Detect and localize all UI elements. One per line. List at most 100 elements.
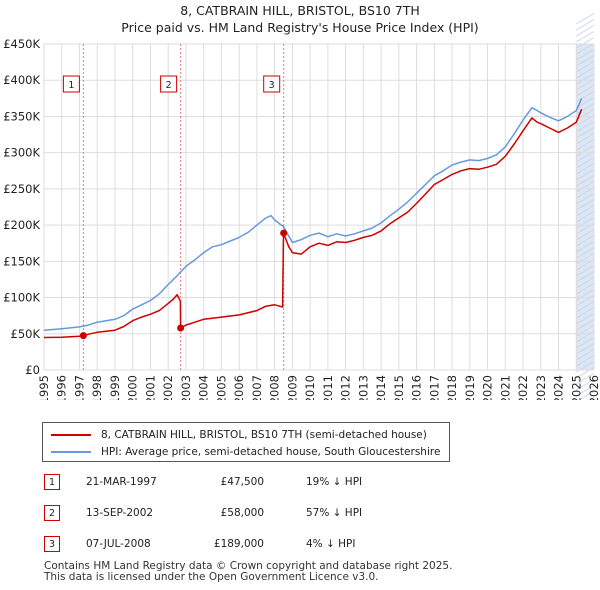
projection-band-hatch [576,139,595,151]
projection-band-hatch [576,103,595,115]
legend: 8, CATBRAIN HILL, BRISTOL, BS10 7TH (sem… [42,422,450,462]
x-tick-label: 2002 [161,375,175,400]
projection-band-hatch [576,385,595,397]
grid [43,43,595,371]
y-tick-label: £250K [3,182,40,196]
projection-band-hatch [576,343,595,355]
transaction-hpi: 19% ↓ HPI [306,476,363,488]
projection-band-hatch [576,121,595,133]
legend-item-property: 8, CATBRAIN HILL, BRISTOL, BS10 7TH (sem… [51,427,427,443]
projection-band-hatch [576,253,595,265]
x-tick-label: 2019 [463,375,477,400]
y-tick-label: £450K [3,37,40,51]
transaction-date: 21-MAR-1997 [86,476,157,488]
projection-band-hatch [578,391,595,400]
projection-band-hatch [576,133,595,145]
transaction-number: 1 [44,474,60,490]
price-chart: 1 2 3 £0 £50K £100K £150K £200K £250K £300K £350K… [3,13,600,400]
projection-band-hatch [576,157,595,169]
projection-band-hatch [576,355,595,367]
hpi-line [43,98,583,331]
x-tick-label: 2023 [534,375,548,400]
legend-label-hpi: HPI: Average price, semi-detached house,… [101,446,441,458]
y-tick-label: £0 [25,363,40,377]
projection-band [576,13,595,400]
x-tick-label: 1997 [72,375,86,400]
projection-band-hatch [576,277,595,289]
x-tick-label: 1995 [37,375,51,400]
sale-label-text: 3 [269,80,275,91]
transaction-row: 1 21-MAR-1997 £47,500 19% ↓ HPI [44,474,464,492]
y-tick-label: £350K [3,109,40,123]
projection-band-hatch [576,283,595,295]
projection-band-hatch [576,43,595,55]
transaction-hpi: 4% ↓ HPI [306,538,356,550]
y-tick-label: £50K [11,327,41,341]
projection-band-hatch [576,247,595,259]
projection-band-hatch [576,235,595,247]
projection-band-hatch [576,331,595,343]
projection-band-hatch [576,217,595,229]
projection-band-hatch [576,307,595,319]
x-tick-label: 1999 [108,375,122,400]
footer: Contains HM Land Registry data © Crown c… [44,561,452,583]
projection-band-hatch [576,199,595,211]
projection-band-hatch [576,271,595,283]
y-tick-label: £100K [3,291,40,305]
projection-band-hatch [576,79,595,91]
transaction-row: 2 13-SEP-2002 £58,000 57% ↓ HPI [44,505,464,523]
x-tick-label: 2010 [303,375,317,400]
x-tick-label: 2022 [516,375,530,400]
x-tick-label: 2026 [587,375,600,400]
projection-band-hatch [576,181,595,193]
transaction-hpi: 57% ↓ HPI [306,507,363,519]
x-tick-label: 1996 [55,375,69,400]
projection-band-hatch [576,25,595,37]
x-tick-label: 2001 [143,375,157,400]
x-tick-label: 2017 [427,375,441,400]
transaction-date: 07-JUL-2008 [86,538,151,550]
x-tick-label: 2004 [197,375,211,400]
projection-band-hatch [576,301,595,313]
projection-band-hatch [576,97,595,109]
chart-subtitle: Price paid vs. HM Land Registry's House … [121,20,479,35]
footer-licence: This data is licensed under the Open Gov… [44,571,379,583]
projection-band-hatch [576,241,595,253]
projection-band-hatch [576,73,595,85]
sale-points [79,229,288,340]
projection-band-hatch [576,67,595,79]
legend-label-property: 8, CATBRAIN HILL, BRISTOL, BS10 7TH (sem… [101,429,427,441]
x-tick-label: 2011 [321,375,335,400]
projection-band-hatch [576,163,595,175]
projection-band-hatch [576,127,595,139]
legend-item-hpi: HPI: Average price, semi-detached house,… [51,444,440,460]
projection-band-fill [576,44,594,370]
projection-band-hatch [576,379,595,391]
sale-label-box [263,75,281,93]
x-tick-label: 2016 [410,375,424,400]
projection-band-hatch [576,211,595,223]
projection-band-hatch [576,193,595,205]
x-tick-label: 1998 [90,375,104,400]
sale-markers [82,44,285,370]
projection-band-hatch [576,31,595,43]
y-tick-label: £300K [3,146,40,160]
sale-point [280,229,288,237]
sale-label-box [62,75,80,93]
sale-point [177,324,185,332]
projection-band-hatch [576,265,595,277]
x-tick-label: 2000 [126,375,140,400]
footer-copyright: Contains HM Land Registry data © Crown c… [44,560,453,572]
projection-band-hatch [576,61,595,73]
x-tick-label: 2015 [392,375,406,400]
projection-band-hatch [576,115,595,127]
y-tick-label: £200K [3,218,40,232]
chart-title: 8, CATBRAIN HILL, BRISTOL, BS10 7TH [180,3,420,18]
projection-band-hatch [576,19,595,31]
x-tick-label: 2005 [214,375,228,400]
x-tick-label: 2006 [232,375,246,400]
projection-band-hatch [588,397,595,400]
projection-band-hatch [576,313,595,325]
x-tick-label: 2008 [268,375,282,400]
projection-band-hatch [576,13,595,25]
